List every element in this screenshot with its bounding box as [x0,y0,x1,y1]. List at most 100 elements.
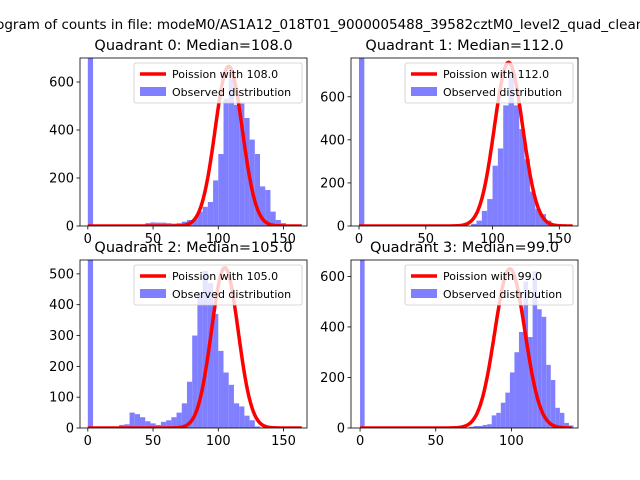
histogram-bar [487,199,493,226]
histogram-bar [514,352,519,428]
y-tick-label: 200 [320,176,345,191]
y-tick-label: 0 [66,422,74,437]
histogram-bar [535,208,541,226]
poisson-curve [86,265,303,428]
chart-title: Quadrant 2: Median=105.0 [94,240,292,256]
histogram-bar [192,335,198,428]
histogram-bar [218,350,224,428]
histogram-bar [529,191,536,226]
histogram-bar [87,58,94,226]
legend: Poission with 112.0 Observed distribution [404,62,574,104]
histogram-bar [473,425,479,428]
histogram-bar [360,260,365,428]
histogram-bar [145,421,151,428]
histogram-bar [254,154,261,226]
legend-label-observed: Observed distribution [443,288,562,301]
histogram-bar [509,372,515,428]
histogram-bar [228,384,234,428]
histogram-bar [223,98,229,226]
histogram-bar [239,103,245,226]
histogram-bar [213,180,219,226]
legend: Poission with 105.0 Observed distribution [133,264,303,306]
chart-panel-1: 0 50 100 150 0 200 400 600 Quadrant 1: Median=11… [320,38,579,247]
histogram-bar [249,420,255,428]
poisson-curve [357,60,574,226]
x-tick-label: 0 [356,434,364,449]
y-tick-label: 300 [49,329,74,344]
x-tick-label: 50 [418,232,435,247]
x-tick-label: 100 [206,232,231,247]
histogram-bar [505,392,510,428]
y-tick-label: 0 [66,220,74,235]
histogram-bar [491,415,497,428]
histogram-bar [87,260,94,428]
x-tick-label: 100 [480,232,505,247]
histogram-bar [482,424,488,428]
histogram-bar [497,148,504,226]
histogram-bar [213,313,219,428]
chart-title: Quadrant 1: Median=112.0 [365,38,563,54]
histogram-bar [197,292,203,428]
y-tick-label: 600 [49,76,74,91]
histogram-bar [150,423,156,428]
histogram-bar [496,412,501,428]
x-tick-label: 150 [547,232,572,247]
y-tick-label: 600 [320,90,345,105]
x-tick-label: 150 [271,434,296,449]
legend-box [133,62,303,104]
histogram-bar [559,412,565,428]
x-tick-label: 100 [499,434,524,449]
chart-panel-3: 0 50 100 0 200 400 600 Quadrant 3: Median=99.0 P… [320,240,579,449]
histogram-bar [239,406,245,428]
poisson-curve [86,64,303,226]
histogram-bar [481,210,488,226]
axes-frame [350,259,579,429]
y-tick-label: 400 [320,320,345,335]
chart-title: Quadrant 0: Median=108.0 [94,38,292,54]
histogram-bar [518,332,524,428]
histogram-bar [150,222,156,226]
histogram-bar [524,159,530,226]
histogram-bar [181,403,187,428]
histogram-bar [555,407,560,428]
y-tick-label: 400 [49,298,74,313]
histogram-bar [129,412,135,428]
histogram-bar [469,426,474,428]
plot-area [359,260,574,428]
legend-label-observed: Observed distribution [172,86,291,99]
chart-title: Quadrant 3: Median=99.0 [370,240,559,256]
legend-label-poisson: Poission with 108.0 [172,68,278,81]
legend-label-poisson: Poission with 112.0 [443,68,549,81]
histogram-bar [218,154,224,226]
histogram-bar [359,58,365,226]
histogram-bar [228,78,234,226]
histogram-bar [492,165,498,226]
histogram-bar [537,309,542,428]
histogram-bar [478,425,483,428]
legend: Poission with 99.0 Observed distribution [404,264,574,306]
y-tick-label: 100 [49,391,74,406]
histogram-bar [176,412,182,428]
legend-patch-icon [411,87,437,96]
histogram-bar [207,283,214,428]
histogram-bar [503,105,509,226]
figure-suptitle: Histogram of counts in file: modeM0/AS1A… [0,17,640,33]
histogram-bar [202,270,208,428]
histogram-bar [202,206,208,226]
histogram-bar [471,223,477,226]
histogram-bar [233,403,240,428]
legend-label-poisson: Poission with 99.0 [443,270,542,283]
histogram-bar [513,105,520,226]
histogram-bar [541,316,547,428]
axes-frame [79,57,308,227]
legend-box [404,264,574,306]
histogram-bar [160,421,167,428]
histogram-bar [197,211,203,226]
histogram-bar [500,402,506,428]
histogram-bar [186,381,193,428]
histogram-bar [124,424,130,428]
axes-frame [350,57,579,227]
histogram-bar [233,104,240,226]
plot-area [86,260,303,428]
legend-patch-icon [411,289,437,298]
